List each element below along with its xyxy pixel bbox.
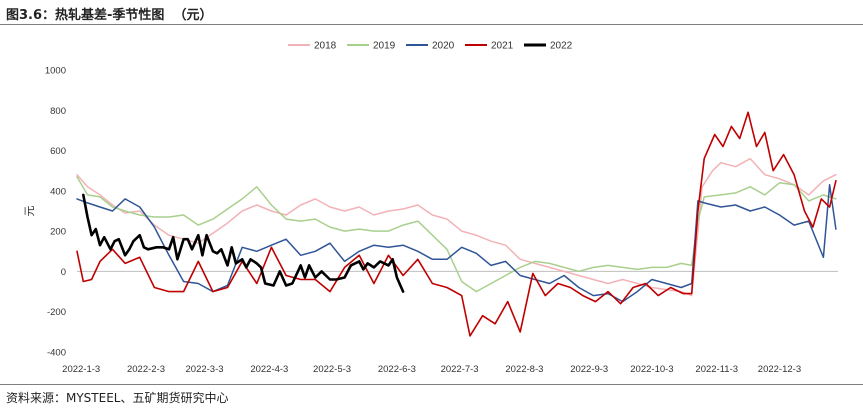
series-line-2021	[76, 111, 837, 337]
x-tick-label: 2022-1-3	[62, 364, 100, 375]
x-tick-label: 2022-10-3	[630, 364, 673, 375]
legend: 2018 2019 2020 2021 2022	[288, 41, 573, 52]
legend-label-2020: 2020	[432, 41, 455, 52]
source-note: 资料来源：MYSTEEL、五矿期货研究中心	[6, 391, 229, 405]
y-tick-label: -400	[47, 348, 66, 359]
series-line-2020	[76, 184, 837, 303]
bottom-divider	[0, 384, 863, 385]
x-tick-label: 2022-4-3	[250, 364, 288, 375]
y-axis: -400 -200 0 200 400 600 800 1000	[45, 66, 66, 359]
legend-label-2019: 2019	[373, 41, 396, 52]
x-tick-label: 2022-11-3	[695, 364, 738, 375]
y-tick-label: -200	[47, 307, 66, 318]
x-tick-label: 2022-5-3	[313, 364, 351, 375]
legend-label-2022: 2022	[550, 41, 573, 52]
top-divider	[0, 24, 863, 25]
x-tick-label: 2022-8-3	[505, 364, 543, 375]
x-tick-label: 2022-6-3	[378, 364, 416, 375]
y-axis-label: 元	[23, 206, 36, 217]
x-tick-label: 2022-9-3	[570, 364, 608, 375]
y-tick-label: 800	[50, 106, 66, 117]
legend-label-2021: 2021	[491, 41, 514, 52]
series-line-2022	[82, 193, 405, 293]
plot-area	[76, 111, 837, 337]
y-tick-label: 1000	[45, 66, 66, 77]
series-line-2019	[76, 176, 837, 293]
x-axis: 2022-1-3 2022-2-3 2022-3-3 2022-4-3 2022-5-3…	[62, 270, 838, 375]
x-tick-label: 2022-3-3	[186, 364, 224, 375]
legend-label-2018: 2018	[314, 41, 337, 52]
y-tick-label: 600	[50, 146, 66, 157]
y-tick-label: 0	[61, 267, 66, 278]
x-tick-label: 2022-12-3	[758, 364, 801, 375]
y-tick-label: 400	[50, 186, 66, 197]
y-tick-label: 200	[50, 227, 66, 238]
figure-title: 图3.6：热轧基差-季节性图 （元）	[6, 8, 213, 23]
x-tick-label: 2022-7-3	[441, 364, 479, 375]
x-tick-label: 2022-2-3	[127, 364, 165, 375]
